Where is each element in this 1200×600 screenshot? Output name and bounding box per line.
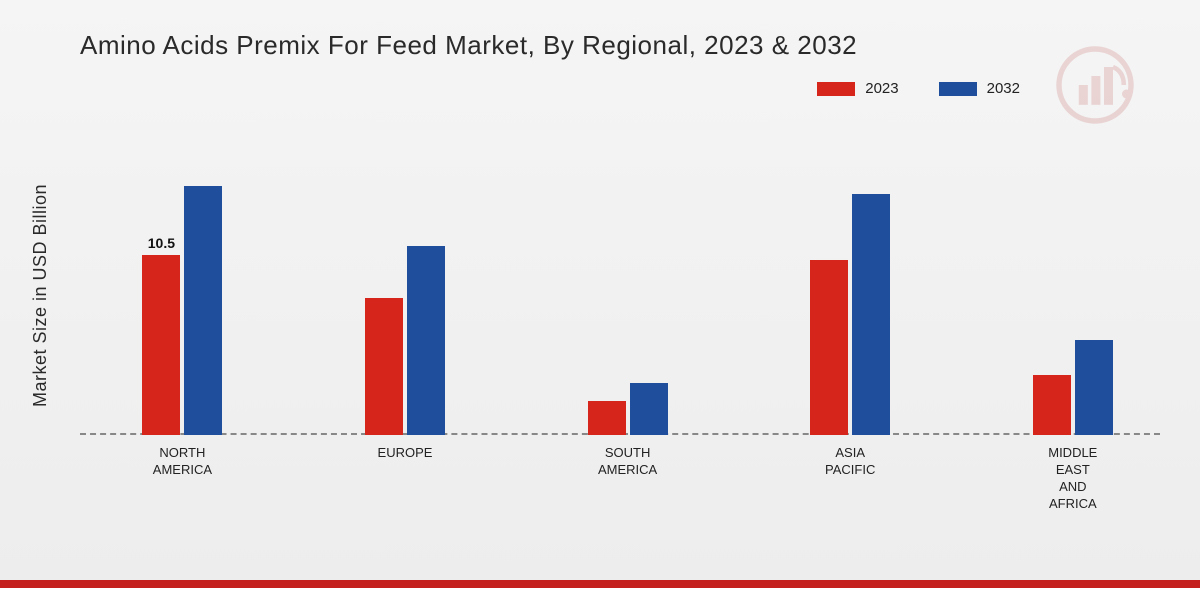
- legend-swatch: [939, 82, 977, 96]
- bar: [810, 260, 848, 435]
- legend-item: 2032: [939, 80, 1020, 97]
- bar-group: NORTH AMERICA: [142, 186, 222, 435]
- bar-group: EUROPE: [365, 246, 445, 435]
- bar-group: SOUTH AMERICA: [588, 383, 668, 435]
- x-axis-label: MIDDLE EAST AND AFRICA: [1048, 445, 1097, 513]
- bar-group: MIDDLE EAST AND AFRICA: [1033, 340, 1113, 435]
- legend-item: 2023: [817, 80, 898, 97]
- legend-label: 2032: [987, 80, 1020, 97]
- chart-title: Amino Acids Premix For Feed Market, By R…: [80, 30, 1150, 61]
- bar: [1075, 340, 1113, 435]
- bar: [588, 401, 626, 435]
- x-axis-label: ASIA PACIFIC: [825, 445, 875, 479]
- legend-swatch: [817, 82, 855, 96]
- x-axis-label: EUROPE: [378, 445, 433, 462]
- x-axis-label: NORTH AMERICA: [153, 445, 212, 479]
- accent-band: [0, 580, 1200, 588]
- footer-strip: [0, 580, 1200, 600]
- bar: [184, 186, 222, 435]
- chart-container: Amino Acids Premix For Feed Market, By R…: [0, 0, 1200, 580]
- x-axis-label: SOUTH AMERICA: [598, 445, 657, 479]
- y-axis-label: Market Size in USD Billion: [30, 150, 51, 440]
- bar: [407, 246, 445, 435]
- plot-area: NORTH AMERICA EUROPE SOUTH AMERICA ASIA PAC…: [100, 160, 1160, 435]
- bar: [852, 194, 890, 435]
- watermark-logo: [1050, 40, 1140, 130]
- legend-label: 2023: [865, 80, 898, 97]
- bar-group: ASIA PACIFIC: [810, 194, 890, 435]
- bar: [142, 255, 180, 435]
- bar: [630, 383, 668, 435]
- chart-legend: 2023 2032: [817, 80, 1020, 97]
- bar: [365, 298, 403, 436]
- bar: [1033, 375, 1071, 435]
- bar-value-label: 10.5: [136, 235, 186, 251]
